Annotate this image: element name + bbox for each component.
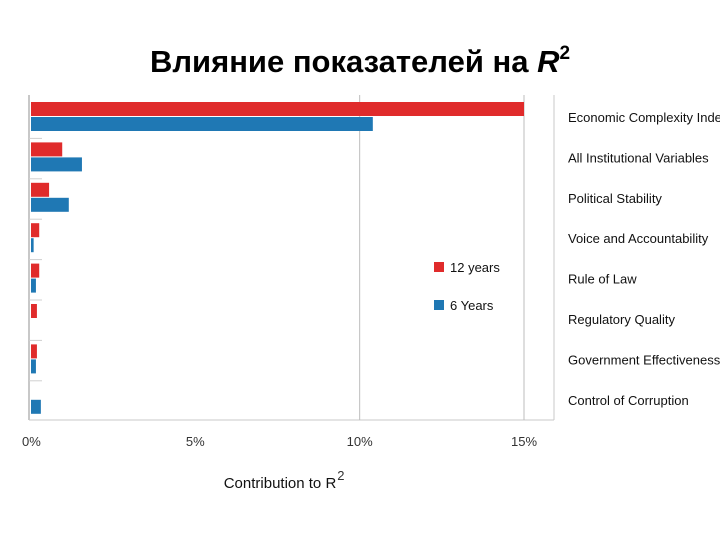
bar-series2 <box>31 359 36 374</box>
bar-series2 <box>31 399 41 414</box>
bar-series2 <box>31 197 69 212</box>
legend-swatch <box>434 300 444 310</box>
bar-series1 <box>31 223 40 238</box>
category-label: Control of Corruption <box>568 393 689 408</box>
title-superscript: 2 <box>559 42 571 64</box>
category-label: Economic Complexity Index <box>568 110 720 125</box>
x-tick-label: 5% <box>186 434 205 449</box>
bar-series2 <box>31 238 34 253</box>
category-label: Political Stability <box>568 191 662 206</box>
category-label: Regulatory Quality <box>568 312 675 327</box>
bar-series1 <box>31 102 524 116</box>
bar-series1 <box>31 344 37 359</box>
x-tick-label: 10% <box>347 434 373 449</box>
bar-series1 <box>31 142 63 157</box>
category-label: Rule of Law <box>568 272 637 287</box>
title-r: R <box>537 44 560 79</box>
x-tick-label: 15% <box>511 434 537 449</box>
legend-swatch <box>434 262 444 272</box>
legend-label: 6 Years <box>450 298 494 313</box>
bar-series2 <box>31 157 82 172</box>
title-text: Влияние показателей на <box>149 44 538 79</box>
bar-series2 <box>31 278 36 293</box>
category-label: Voice and Accountability <box>568 231 709 246</box>
bar-series2 <box>31 117 373 131</box>
category-label: All Institutional Variables <box>568 150 709 165</box>
category-label: Government Effectiveness <box>568 352 720 367</box>
bar-series1 <box>31 182 50 197</box>
bar-series1 <box>31 304 37 318</box>
x-tick-label: 0% <box>22 434 41 449</box>
bar-series1 <box>31 263 40 278</box>
x-axis-label-superscript: 2 <box>337 468 344 483</box>
x-axis-label: Contribution to R <box>224 475 337 492</box>
slide-title: Влияние показателей на R2 <box>0 42 720 80</box>
legend-label: 12 years <box>450 260 500 275</box>
